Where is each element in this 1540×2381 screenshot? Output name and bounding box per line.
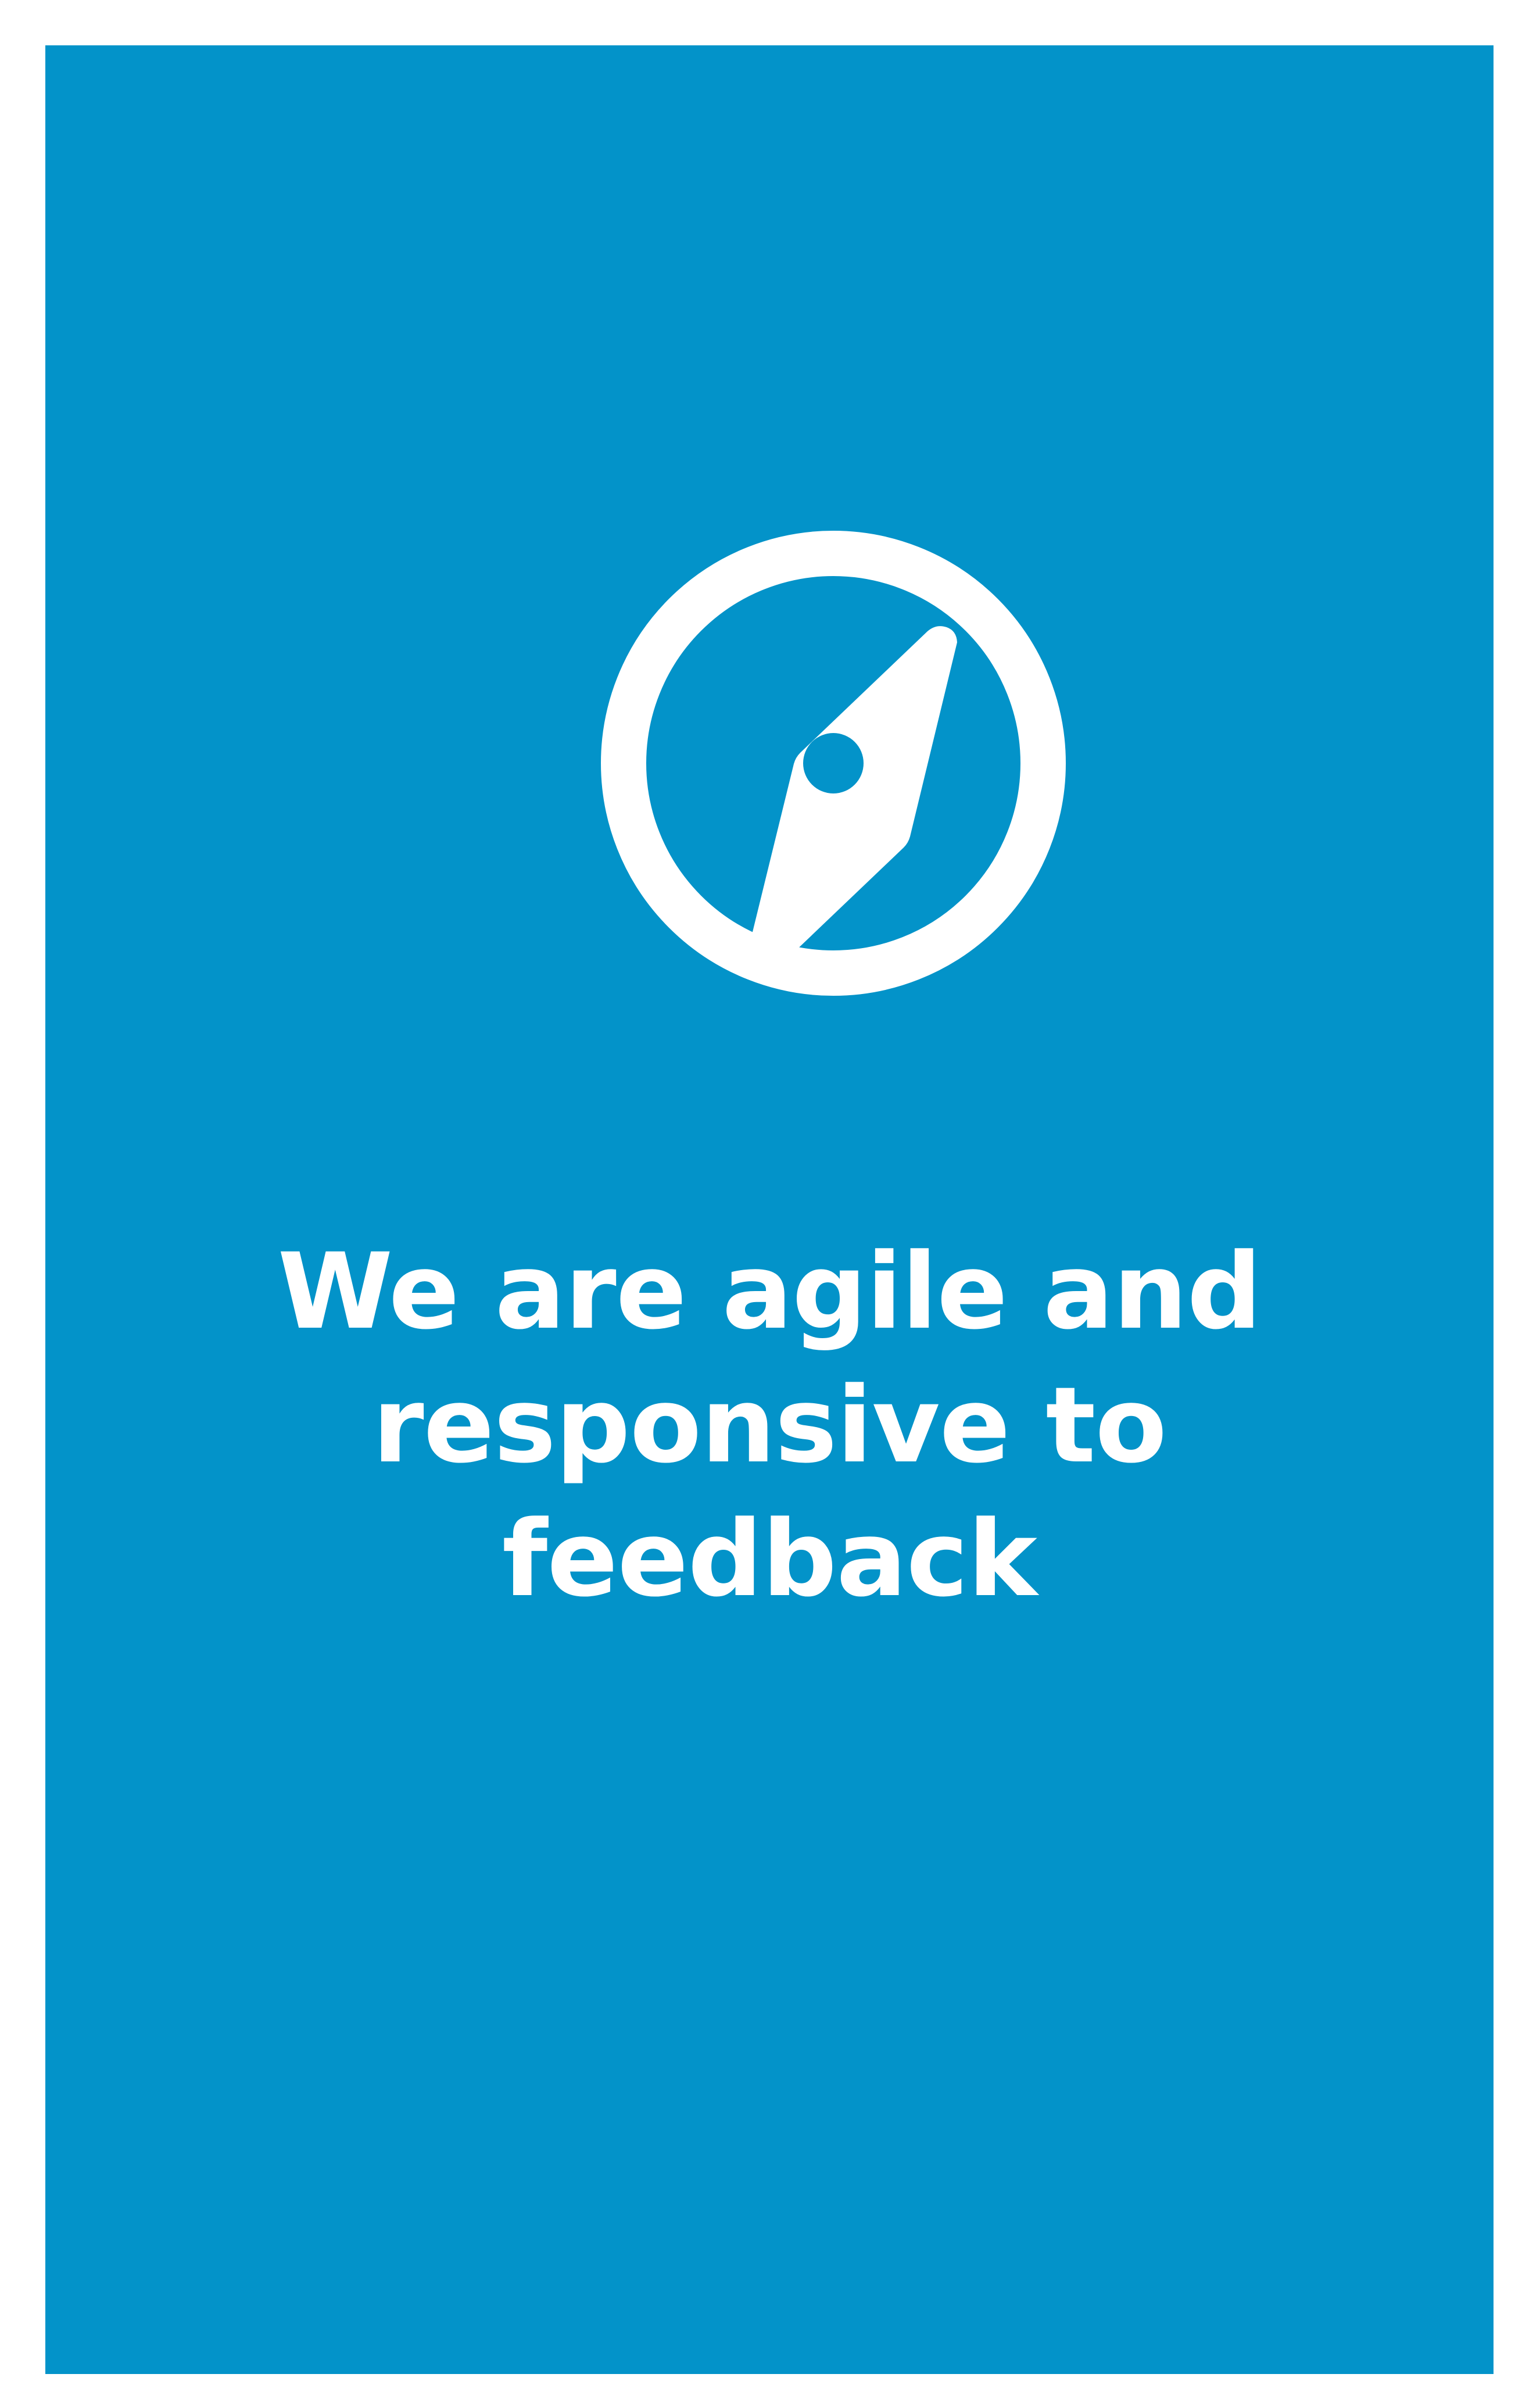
- headline: We are agile and responsive to feedback: [45, 1225, 1494, 1626]
- headline-line-3: feedback: [502, 1499, 1037, 1620]
- poster-panel: We are agile and responsive to feedback: [45, 45, 1494, 2374]
- compass-icon: [601, 531, 1066, 996]
- headline-line-2: responsive to: [372, 1365, 1167, 1486]
- headline-line-1: We are agile and: [277, 1231, 1262, 1353]
